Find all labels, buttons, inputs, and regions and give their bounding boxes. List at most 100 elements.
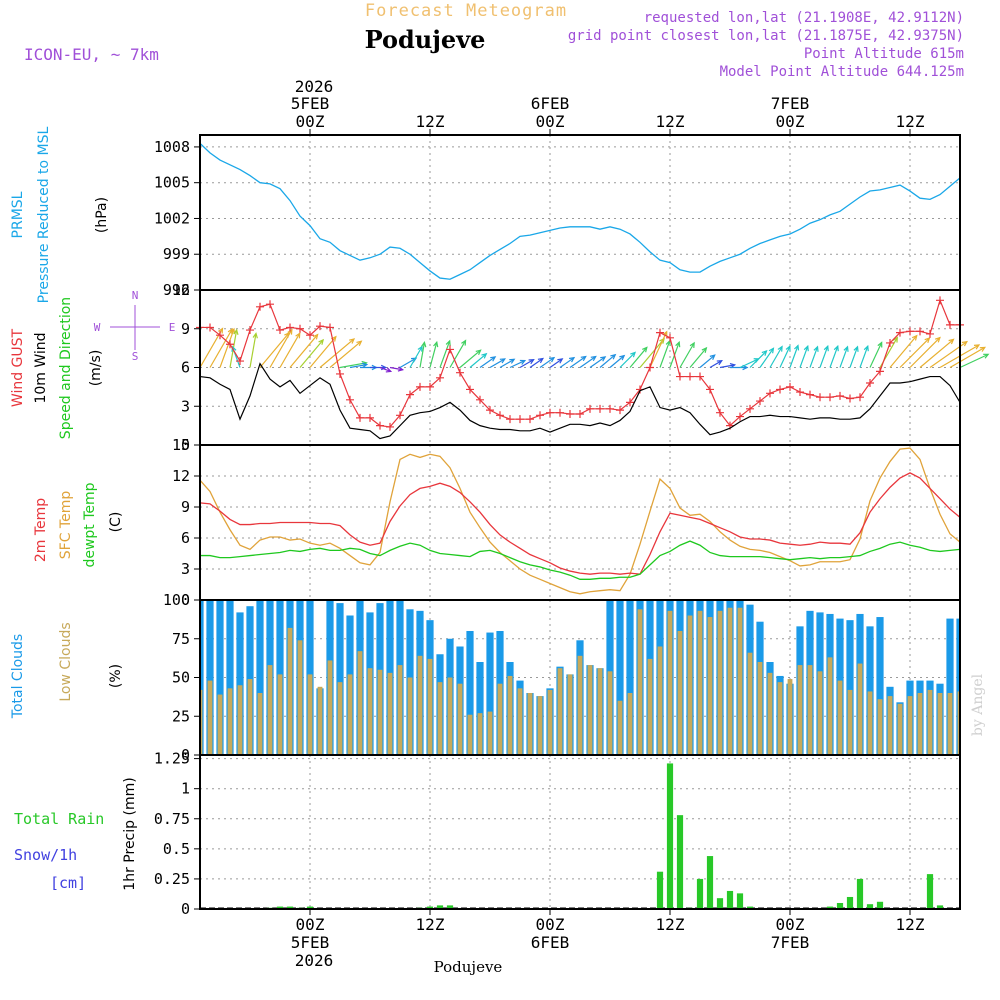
bottom-tick-label: 12Z: [416, 915, 445, 934]
wind-arrow-shaft: [309, 336, 337, 368]
wind-arrow-head: [461, 339, 467, 346]
wind-arrow: [629, 346, 648, 368]
wind-arrow: [759, 347, 775, 368]
low-cloud-bar: [817, 671, 823, 755]
low-cloud-bar: [657, 646, 663, 755]
y-tick-label: 1008: [154, 138, 190, 156]
top-tick-label: 12Z: [416, 112, 445, 131]
low-cloud-bar: [687, 615, 693, 755]
top-tick-label: 12Z: [896, 112, 925, 131]
low-cloud-bar: [547, 689, 553, 755]
low-cloud-bar: [407, 677, 413, 755]
wind-arrow-shaft: [759, 347, 774, 368]
gust-marker: [426, 382, 434, 391]
low-cloud-bar: [717, 610, 723, 755]
low-cloud-bar: [887, 696, 893, 755]
wind-labels: Wind GUST 10m Wind Speed and Direction (…: [10, 289, 175, 439]
rain-bar: [866, 904, 874, 909]
wind-arrow-head: [295, 332, 301, 339]
bottom-tick-label: 00Z: [776, 915, 805, 934]
wind-arrow-head: [823, 344, 829, 352]
panel-4: 0 25 50 75 100: [163, 591, 961, 764]
low-cloud-bar: [727, 607, 733, 755]
y-tick-label: 9: [181, 498, 190, 516]
y-tick-label: 0: [181, 436, 190, 454]
wind-arrow-head: [509, 358, 516, 364]
gust-marker: [326, 323, 334, 332]
gust-marker: [246, 326, 254, 335]
temp-2m-line: [199, 472, 961, 575]
wind-arrow-shaft: [649, 331, 668, 368]
wind-arrow-shaft: [779, 346, 791, 368]
low-cloud-bar: [777, 682, 783, 755]
y-tick-label: 3: [181, 560, 190, 578]
temp-label-sfc: SFC Temp: [58, 491, 74, 560]
wind-arrow: [599, 353, 617, 368]
gust-marker: [206, 323, 214, 332]
low-cloud-bar: [957, 691, 960, 755]
gust-marker: [676, 372, 684, 381]
gust-marker: [416, 382, 424, 391]
low-cloud-bar: [467, 714, 473, 755]
wind-arrow-head: [662, 330, 668, 337]
location-title: Podujeve: [365, 25, 486, 54]
total-cloud-bar: [200, 600, 204, 755]
rain-bar: [936, 905, 944, 909]
top-date-label: 6FEB: [531, 94, 570, 113]
bottom-year: 2026: [295, 951, 334, 970]
total-cloud-bar: [866, 626, 874, 755]
rain-bar: [716, 898, 724, 909]
wind-arrow-shaft: [299, 339, 324, 368]
wind-arrow: [679, 341, 695, 368]
wind-arrow-shaft: [519, 359, 534, 369]
top-tick-label: 00Z: [776, 112, 805, 131]
wind-arrow: [449, 339, 467, 368]
gust-marker: [406, 390, 414, 399]
y-tick-label: 50: [172, 669, 190, 687]
rain-bar: [836, 902, 844, 909]
low-cloud-bar: [677, 631, 683, 755]
total-cloud-bar: [846, 620, 854, 755]
wind-arrow-head: [833, 344, 839, 352]
y-tick-label: 6: [181, 359, 190, 377]
bottom-date-label: 5FEB: [291, 933, 330, 952]
gust-marker: [516, 415, 524, 424]
wind-arrow-shaft: [509, 360, 526, 369]
wind-arrow-shaft: [489, 358, 506, 369]
gust-marker: [796, 388, 804, 397]
low-cloud-bar: [617, 700, 623, 755]
low-cloud-bar: [707, 617, 713, 755]
wind-arrow-shaft: [389, 366, 403, 371]
compass-north: N: [132, 289, 139, 302]
wind-arrow: [809, 345, 819, 368]
wind-arrow: [909, 336, 941, 368]
y-tick-label: 999: [163, 245, 190, 263]
wind-arrow-shaft: [959, 353, 989, 369]
gust-marker: [926, 329, 934, 338]
wind-arrow: [249, 332, 258, 368]
low-cloud-bar: [387, 672, 393, 755]
wind-arrow-shaft: [619, 352, 636, 368]
precip-label-snow-unit: [cm]: [50, 874, 86, 892]
gust-marker: [666, 333, 674, 342]
gust-marker: [846, 394, 854, 403]
gust-marker: [656, 328, 664, 337]
wind-arrow: [959, 353, 990, 369]
panel-frame: [199, 754, 961, 910]
wind-arrow-head: [911, 334, 918, 341]
y-tick-label: 1.25: [154, 750, 190, 768]
wind-arrow-head: [590, 355, 597, 362]
pressure-labels: PRMSL Pressure Reduced to MSL (hPa): [10, 126, 110, 303]
wind-arrow: [869, 341, 883, 368]
wind-arrow-head: [689, 341, 695, 349]
low-cloud-bar: [507, 675, 513, 755]
total-cloud-bar: [466, 631, 474, 755]
gust-marker: [316, 322, 324, 331]
wind-arrow: [859, 344, 869, 368]
wind-arrow-shaft: [209, 328, 233, 368]
gust-marker: [496, 411, 504, 420]
wind-arrow-shaft: [269, 329, 293, 368]
temp-dewpt-line: [200, 540, 961, 580]
bottom-date-label: 7FEB: [771, 933, 810, 952]
low-cloud-bar: [477, 713, 483, 755]
